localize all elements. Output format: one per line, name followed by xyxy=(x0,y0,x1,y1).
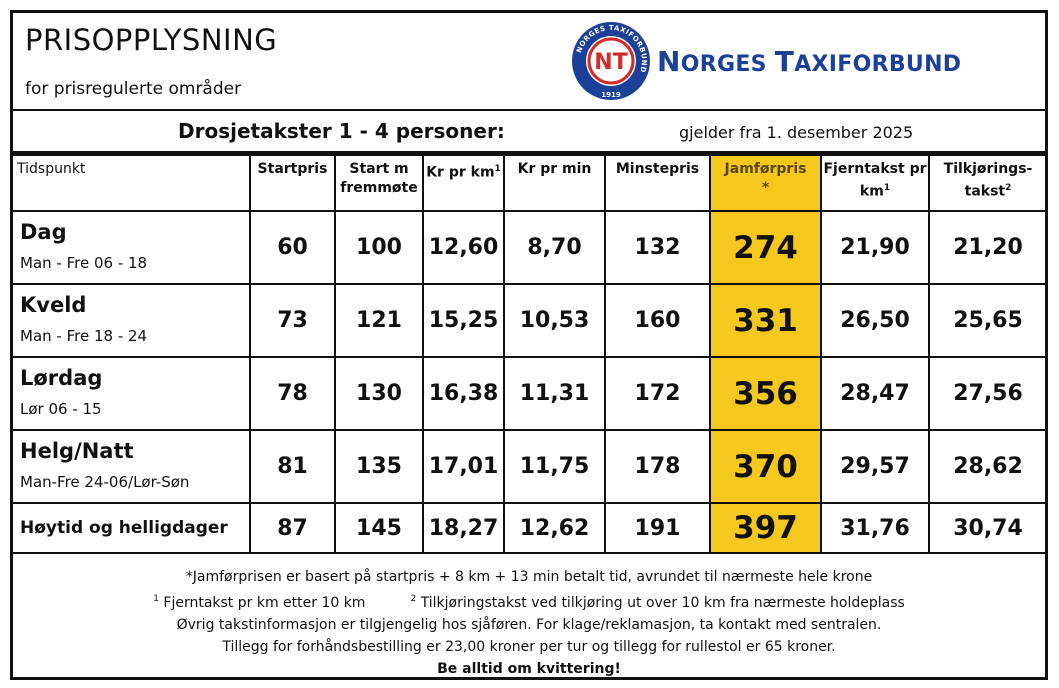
table-row: Dag Man - Fre 06 - 18 60 100 12,60 8,70 1… xyxy=(13,210,1046,285)
fjerntakst-value: 29,57 xyxy=(820,429,930,504)
table-row: Høytid og helligdager 87 145 18,27 12,62… xyxy=(13,502,1046,554)
header: PRISOPPLYSNING for prisregulerte områder… xyxy=(13,13,1045,111)
tilkjoringstakst-value: 25,65 xyxy=(928,283,1046,358)
price-notice: PRISOPPLYSNING for prisregulerte områder… xyxy=(10,10,1048,680)
kr-pr-min-value: 11,75 xyxy=(503,429,606,504)
minstepris-value: 132 xyxy=(604,210,711,285)
startpris-value: 81 xyxy=(249,429,336,504)
kr-pr-km-value: 17,01 xyxy=(422,429,505,504)
minstepris-value: 172 xyxy=(604,356,711,431)
footnote-1: 1 Fjerntakst pr km etter 10 km xyxy=(153,594,366,611)
page-subtitle: for prisregulerte områder xyxy=(25,79,242,99)
jamforpris-value: 397 xyxy=(709,502,822,554)
kr-pr-min-value: 11,31 xyxy=(503,356,606,431)
startpris-value: 73 xyxy=(249,283,336,358)
period-cell: Dag Man - Fre 06 - 18 xyxy=(13,210,251,285)
jamforpris-value: 331 xyxy=(709,283,822,358)
startpris-value: 78 xyxy=(249,356,336,431)
table-row: Kveld Man - Fre 18 - 24 73 121 15,25 10,5… xyxy=(13,283,1046,358)
period-cell: Lørdag Lør 06 - 15 xyxy=(13,356,251,431)
column-header-jamforpris: Jamførpris * xyxy=(709,154,822,212)
footer-notes: *Jamførprisen er basert på startpris + 8… xyxy=(13,560,1045,680)
minstepris-value: 160 xyxy=(604,283,711,358)
note-jamforpris: *Jamførprisen er basert på startpris + 8… xyxy=(185,569,873,585)
column-header-start-m-fremmote: Start m fremmøte xyxy=(334,154,424,212)
seal-year: 1919 xyxy=(601,91,621,99)
startpris-value: 87 xyxy=(249,502,336,554)
column-header-tilkjoringstakst: Tilkjørings-takst2 xyxy=(928,154,1046,212)
jamforpris-value: 370 xyxy=(709,429,822,504)
table-header-row: Tidspunkt Startpris Start m fremmøte Kr … xyxy=(13,154,1046,212)
kr-pr-min-value: 10,53 xyxy=(503,283,606,358)
page-title: PRISOPPLYSNING xyxy=(25,23,278,57)
fjerntakst-value: 21,90 xyxy=(820,210,930,285)
subheading-row: Drosjetakster 1 - 4 personer: gjelder fr… xyxy=(13,111,1045,154)
valid-from-date: gjelder fra 1. desember 2025 xyxy=(679,123,914,142)
column-header-startpris: Startpris xyxy=(249,154,336,212)
footnote-2: 2 Tilkjøringstakst ved tilkjøring ut ove… xyxy=(410,594,905,611)
footnotes-row: 1 Fjerntakst pr km etter 10 km 2 Tilkjøri… xyxy=(13,588,1045,614)
column-header-kr-pr-km: Kr pr km1 xyxy=(422,154,505,212)
price-table: Tidspunkt Startpris Start m fremmøte Kr … xyxy=(13,154,1046,554)
period-cell: Kveld Man - Fre 18 - 24 xyxy=(13,283,251,358)
column-header-minstepris: Minstepris xyxy=(604,154,711,212)
start-fremmote-value: 135 xyxy=(334,429,424,504)
taxiforbund-seal-logo: NORGES TAXIFORBUND 1919 NT xyxy=(572,22,650,100)
kr-pr-min-value: 12,62 xyxy=(503,502,606,554)
table-row: Helg/Natt Man-Fre 24-06/Lør-Søn 81 135 17… xyxy=(13,429,1046,504)
start-fremmote-value: 145 xyxy=(334,502,424,554)
tilkjoringstakst-value: 27,56 xyxy=(928,356,1046,431)
kr-pr-km-value: 16,38 xyxy=(422,356,505,431)
seal-monogram: NT xyxy=(594,50,627,75)
tariff-heading: Drosjetakster 1 - 4 personer: xyxy=(178,119,505,143)
startpris-value: 60 xyxy=(249,210,336,285)
tilkjoringstakst-value: 30,74 xyxy=(928,502,1046,554)
fjerntakst-value: 26,50 xyxy=(820,283,930,358)
column-header-kr-pr-min: Kr pr min xyxy=(503,154,606,212)
note-info: Øvrig takstinformasjon er tilgjengelig h… xyxy=(176,616,882,633)
jamforpris-value: 274 xyxy=(709,210,822,285)
minstepris-value: 191 xyxy=(604,502,711,554)
table-row: Lørdag Lør 06 - 15 78 130 16,38 11,31 172… xyxy=(13,356,1046,431)
period-cell: Høytid og helligdager xyxy=(13,502,251,554)
tilkjoringstakst-value: 21,20 xyxy=(928,210,1046,285)
column-header-fjerntakst: Fjerntakst pr km1 xyxy=(820,154,930,212)
fjerntakst-value: 28,47 xyxy=(820,356,930,431)
kr-pr-km-value: 18,27 xyxy=(422,502,505,554)
kr-pr-km-value: 12,60 xyxy=(422,210,505,285)
note-receipt: Be alltid om kvittering! xyxy=(437,660,621,677)
start-fremmote-value: 121 xyxy=(334,283,424,358)
period-cell: Helg/Natt Man-Fre 24-06/Lør-Søn xyxy=(13,429,251,504)
jamforpris-value: 356 xyxy=(709,356,822,431)
kr-pr-min-value: 8,70 xyxy=(503,210,606,285)
note-extra-charges: Tillegg for forhåndsbestilling er 23,00 … xyxy=(222,638,836,655)
start-fremmote-value: 130 xyxy=(334,356,424,431)
kr-pr-km-value: 15,25 xyxy=(422,283,505,358)
column-header-tidspunkt: Tidspunkt xyxy=(13,154,251,212)
fjerntakst-value: 31,76 xyxy=(820,502,930,554)
start-fremmote-value: 100 xyxy=(334,210,424,285)
tilkjoringstakst-value: 28,62 xyxy=(928,429,1046,504)
brand-name: NORGES TAXIFORBUND xyxy=(657,45,962,78)
minstepris-value: 178 xyxy=(604,429,711,504)
